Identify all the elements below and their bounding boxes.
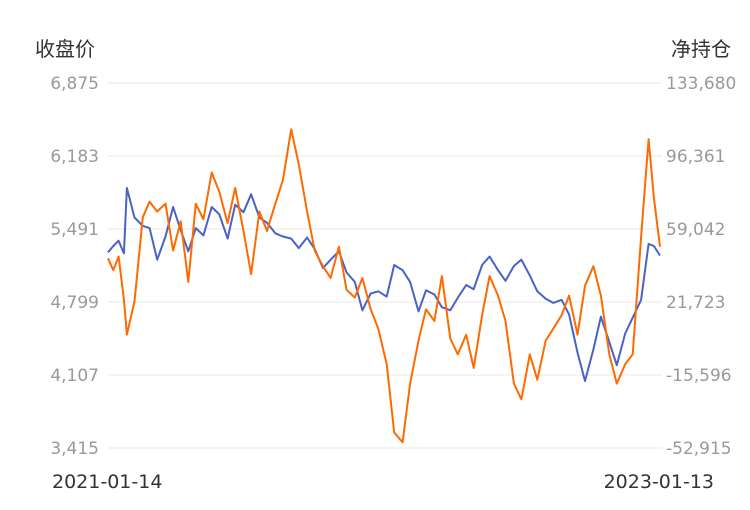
close-price-line <box>107 187 661 382</box>
right-tick-label: -52,915 <box>666 439 732 459</box>
right-tick-label: 96,361 <box>666 147 725 167</box>
right-tick-label: 59,042 <box>666 220 725 240</box>
left-tick-label: 6,875 <box>50 74 99 94</box>
series-lines <box>107 128 661 444</box>
right-tick-label: 21,723 <box>666 293 725 313</box>
left-axis-title: 收盘价 <box>35 37 95 61</box>
right-axis-title: 净持仓 <box>671 37 731 61</box>
net-position-line <box>107 128 661 444</box>
x-tick-start: 2021-01-14 <box>52 471 162 493</box>
right-tick-label: 133,680 <box>666 74 736 94</box>
right-tick-label: -15,596 <box>666 366 732 386</box>
axis-ticks: 6,875 133,680 6,183 96,361 5,491 59,042 4,799 2… <box>50 74 736 459</box>
left-tick-label: 3,415 <box>50 439 99 459</box>
gridlines <box>108 82 662 449</box>
left-tick-label: 4,107 <box>50 366 99 386</box>
left-tick-label: 6,183 <box>50 147 99 167</box>
x-tick-end: 2023-01-13 <box>604 471 714 493</box>
left-tick-label: 5,491 <box>50 220 99 240</box>
left-tick-label: 4,799 <box>50 293 99 313</box>
